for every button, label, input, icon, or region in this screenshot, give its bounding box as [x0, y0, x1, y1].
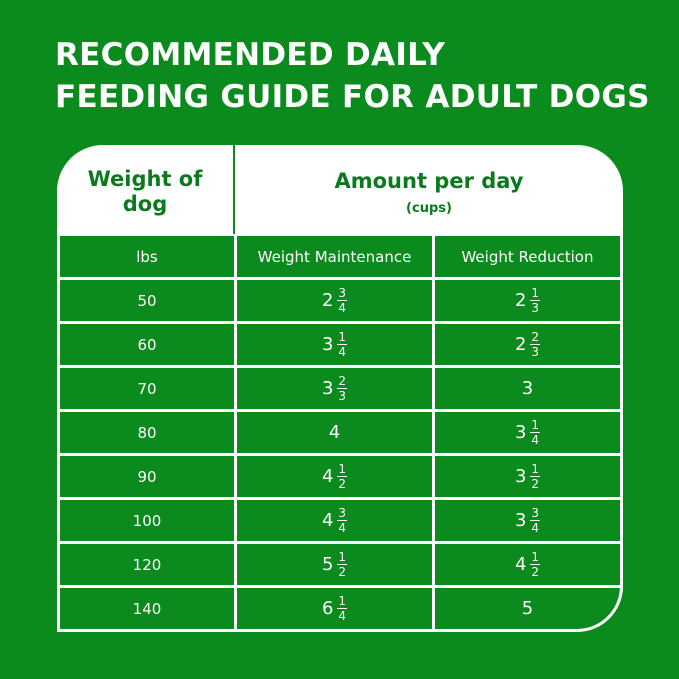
fraction-denominator: 3 — [531, 301, 540, 315]
column-header-maintenance: Weight Maintenance — [237, 236, 432, 277]
fraction-numerator: 1 — [337, 330, 348, 345]
fraction-denominator: 2 — [531, 477, 540, 491]
header-divider — [233, 145, 235, 234]
fraction-numerator: 1 — [530, 286, 541, 301]
amount-whole: 4 — [321, 466, 334, 487]
feeding-table: Weight of dog Amount per day (cups) lbs … — [57, 145, 623, 632]
fraction-numerator: 1 — [337, 550, 348, 565]
card-corner — [573, 582, 623, 632]
amount-whole: 3 — [521, 378, 534, 399]
weight-header-line-2: dog — [122, 192, 168, 216]
cell-lbs: 70 — [60, 368, 234, 409]
cell-lbs: 50 — [60, 280, 234, 321]
fraction-numerator: 1 — [530, 550, 541, 565]
cell-maintenance: 4 — [237, 412, 432, 453]
fraction-denominator: 4 — [338, 521, 347, 535]
fraction-denominator: 4 — [531, 433, 540, 447]
fraction-numerator: 3 — [337, 506, 348, 521]
fraction-numerator: 1 — [530, 418, 541, 433]
fraction-numerator: 3 — [337, 286, 348, 301]
fraction-denominator: 4 — [338, 301, 347, 315]
title-line-1: RECOMMENDED DAILY — [55, 37, 446, 73]
column-header-lbs: lbs — [60, 236, 234, 277]
fraction-denominator: 4 — [338, 609, 347, 623]
weight-of-dog-header: Weight of dog — [57, 167, 233, 217]
amount-whole: 6 — [321, 598, 334, 619]
fraction-numerator: 2 — [337, 374, 348, 389]
cell-lbs: 60 — [60, 324, 234, 365]
weight-header-line-1: Weight of — [87, 167, 203, 191]
page-title: RECOMMENDED DAILY FEEDING GUIDE FOR ADUL… — [55, 34, 650, 118]
fraction-denominator: 3 — [338, 389, 347, 403]
amount-whole: 2 — [321, 290, 334, 311]
fraction-numerator: 1 — [530, 462, 541, 477]
amount-whole: 3 — [514, 422, 527, 443]
table-body: lbs Weight Maintenance Weight Reduction … — [60, 236, 620, 629]
fraction-denominator: 2 — [531, 565, 540, 579]
amount-whole: 2 — [514, 334, 527, 355]
amount-whole: 4 — [321, 510, 334, 531]
cell-reduction: 3 — [435, 368, 620, 409]
cell-lbs: 90 — [60, 456, 234, 497]
cell-lbs: 100 — [60, 500, 234, 541]
cell-lbs: 140 — [60, 588, 234, 629]
fraction-denominator: 2 — [338, 477, 347, 491]
cell-lbs: 80 — [60, 412, 234, 453]
amount-whole: 3 — [514, 466, 527, 487]
amount-unit: (cups) — [406, 201, 452, 216]
amount-whole: 2 — [514, 290, 527, 311]
fraction-numerator: 3 — [530, 506, 541, 521]
table-header: Weight of dog Amount per day (cups) — [57, 145, 623, 234]
fraction-denominator: 4 — [531, 521, 540, 535]
fraction-numerator: 1 — [337, 462, 348, 477]
column-header-reduction: Weight Reduction — [435, 236, 620, 277]
amount-whole: 3 — [514, 510, 527, 531]
amount-whole: 3 — [321, 378, 334, 399]
cell-lbs: 120 — [60, 544, 234, 585]
amount-whole: 3 — [321, 334, 334, 355]
fraction-denominator: 2 — [338, 565, 347, 579]
fraction-denominator: 4 — [338, 345, 347, 359]
fraction-numerator: 2 — [530, 330, 541, 345]
amount-per-day-header: Amount per day — [334, 169, 524, 193]
amount-whole: 4 — [328, 422, 341, 443]
title-line-2: FEEDING GUIDE FOR ADULT DOGS — [55, 79, 650, 115]
amount-whole: 4 — [514, 554, 527, 575]
fraction-denominator: 3 — [531, 345, 540, 359]
amount-whole: 5 — [521, 598, 534, 619]
amount-whole: 5 — [321, 554, 334, 575]
fraction-numerator: 1 — [337, 594, 348, 609]
